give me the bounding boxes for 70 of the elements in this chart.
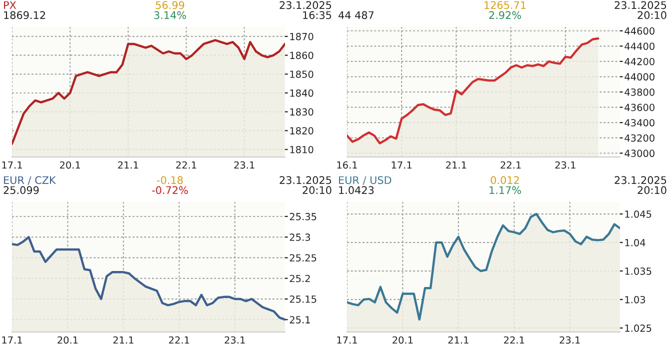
x-tick-label: 17.1 xyxy=(2,161,22,169)
x-tick-label: 21.1 xyxy=(113,336,134,344)
x-tick-label: 23.1 xyxy=(234,161,254,169)
text: -0.18 xyxy=(157,176,183,184)
y-tick-label: 1.045 xyxy=(625,210,652,218)
x-tick-label: 22.1 xyxy=(169,336,190,344)
y-tick-label: 25.1 xyxy=(290,316,310,324)
x-tick-label: 22.1 xyxy=(504,336,524,344)
y-tick-label: 1.025 xyxy=(625,324,652,332)
y-tick-label: 1830 xyxy=(290,108,314,116)
y-tick-label: 25.2 xyxy=(290,274,310,282)
y-tick-label: 44200 xyxy=(624,58,654,66)
x-tick-label: 20.1 xyxy=(392,336,413,344)
chart-subtitle: 1.0423 xyxy=(339,186,374,194)
chart-title: EUR / CZK xyxy=(4,176,56,185)
chart-title: PX xyxy=(4,1,16,9)
y-tick-label: 1870 xyxy=(290,32,314,40)
y-tick-label: 43600 xyxy=(624,104,654,112)
x-tick-label: 23.1 xyxy=(224,336,245,344)
text: 56.99 xyxy=(156,1,184,10)
text: -0.72% xyxy=(152,186,188,194)
y-tick-label: 44000 xyxy=(624,73,654,81)
text: 23.1.2025 xyxy=(280,1,332,10)
y-tick-label: 43200 xyxy=(624,134,654,142)
x-tick-label: 21.1 xyxy=(118,161,138,169)
x-tick-label: 17.1 xyxy=(337,336,357,344)
text: 0.012 xyxy=(490,176,519,184)
text: 2.92% xyxy=(489,11,521,20)
x-tick-label: 23.1 xyxy=(560,336,580,344)
text: 16:35 xyxy=(303,11,332,20)
text: 1.17% xyxy=(490,186,521,194)
y-tick-label: 1.035 xyxy=(625,267,652,275)
text: 20:10 xyxy=(638,11,666,20)
y-tick-label: 44400 xyxy=(624,42,654,50)
y-tick-label: 25.15 xyxy=(290,295,316,303)
text: 23.1.2025 xyxy=(614,176,666,184)
y-tick-label: 1850 xyxy=(290,70,314,78)
chart-subtitle: 25.099 xyxy=(4,186,39,194)
y-tick-label: 44600 xyxy=(624,27,654,35)
x-tick-label: 22.1 xyxy=(500,161,521,169)
x-tick-label: 20.1 xyxy=(58,336,78,344)
x-tick-label: 17.1 xyxy=(392,161,412,169)
x-tick-label: 20.1 xyxy=(60,161,80,169)
y-tick-label: 1810 xyxy=(290,146,314,154)
x-tick-label: 22.1 xyxy=(176,161,196,169)
y-tick-label: 43000 xyxy=(624,150,654,158)
x-tick-label: 21.1 xyxy=(446,161,466,169)
y-tick-label: 43800 xyxy=(624,88,654,96)
text: 23.1.2025 xyxy=(614,1,666,10)
y-tick-label: 1.03 xyxy=(625,296,646,304)
y-tick-label: 1840 xyxy=(290,89,314,97)
text: 23.1.2025 xyxy=(280,176,332,184)
y-tick-label: 25.3 xyxy=(290,234,310,241)
chart-subtitle: 44 487 xyxy=(338,11,374,20)
text: 1265.71 xyxy=(484,1,526,10)
text: 20:10 xyxy=(638,186,666,194)
text: 20:10 xyxy=(302,186,332,194)
y-tick-label: 1820 xyxy=(290,127,314,134)
chart-title: EUR / USD xyxy=(339,176,392,185)
x-tick-label: 16.1 xyxy=(337,161,357,169)
y-tick-label: 43400 xyxy=(624,119,654,126)
y-tick-label: 1.04 xyxy=(625,238,646,246)
y-tick-label: 25.35 xyxy=(290,212,316,220)
chart-subtitle: 1869.12 xyxy=(4,11,46,20)
text: 3.14% xyxy=(154,11,186,20)
y-tick-label: 25.25 xyxy=(290,254,316,262)
x-tick-label: 17.1 xyxy=(2,336,22,344)
x-tick-label: 23.1 xyxy=(555,161,576,169)
x-tick-label: 21.1 xyxy=(448,336,468,344)
y-tick-label: 1860 xyxy=(290,52,314,60)
